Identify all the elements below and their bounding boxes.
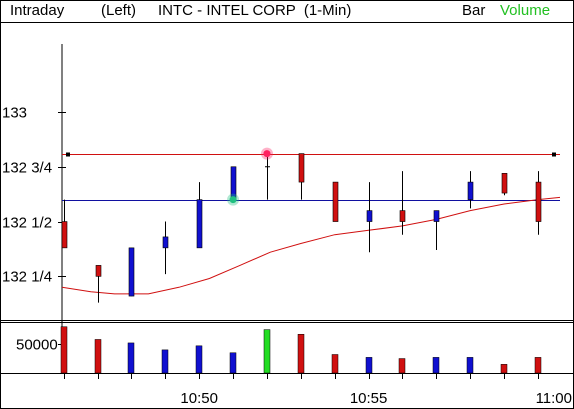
volume-bar (195, 345, 203, 374)
price-bar-body (467, 181, 474, 200)
y-tick-label: 133 (2, 105, 27, 122)
volume-bar (365, 357, 373, 374)
moving-average-line (61, 196, 561, 295)
volume-bar (263, 329, 271, 374)
markers-layer (227, 147, 273, 206)
volume-y-tick-label: 50000 (16, 337, 58, 354)
x-tick-label: 10:50 (180, 390, 218, 407)
volume-bar (127, 342, 135, 374)
y-tick-label: 132 3/4 (2, 160, 52, 177)
reference-lines-layer (62, 152, 560, 201)
mode-label: Intraday (10, 2, 65, 19)
price-bar-body (332, 181, 339, 222)
volume-bar (94, 339, 102, 374)
price-bar-body (298, 153, 305, 183)
price-bar-body (433, 210, 440, 222)
axes-layer (0, 22, 574, 379)
price-bar-body (128, 247, 135, 297)
price-bar-body (535, 181, 542, 222)
volume-bar (500, 364, 508, 374)
symbol-title: INTC - INTEL CORP (1-Min) (158, 2, 352, 19)
volume-bar (534, 357, 542, 374)
axis-labels-layer: 133 132 3/4 132 1/2 132 1/4 50000 10:50 10:55 1… (2, 105, 572, 408)
resistance-line-handle-right (552, 152, 556, 157)
axis-side-label: (Left) (101, 2, 137, 19)
volume-bar (297, 334, 305, 374)
volume-bar (398, 358, 406, 374)
moving-average-layer (61, 196, 561, 295)
price-bar-body (162, 236, 169, 249)
volume-bar (60, 326, 68, 374)
green-dot-marker (229, 196, 237, 204)
price-bars-layer (61, 153, 542, 303)
x-tick-label: 11:00 (536, 390, 572, 407)
price-bar-body (95, 265, 102, 277)
volume-bars-layer (60, 326, 542, 374)
volume-bar (331, 354, 339, 374)
x-tick-label: 10:55 (350, 390, 388, 407)
price-bar-body (399, 210, 406, 222)
volume-bar (466, 357, 474, 374)
bar-label: Bar (462, 2, 486, 19)
resistance-line-handle-left (66, 152, 70, 157)
volume-label: Volume (500, 2, 551, 19)
volume-bar (229, 352, 237, 374)
y-tick-label: 132 1/2 (2, 215, 52, 232)
price-bar-body (501, 173, 508, 194)
price-bar-body (196, 199, 203, 249)
y-tick-label: 132 1/4 (2, 269, 52, 286)
volume-bar (161, 349, 169, 374)
red-dot-marker (263, 150, 271, 158)
price-bar-body (61, 221, 68, 249)
volume-bar (432, 357, 440, 374)
price-bar-body (366, 210, 373, 222)
